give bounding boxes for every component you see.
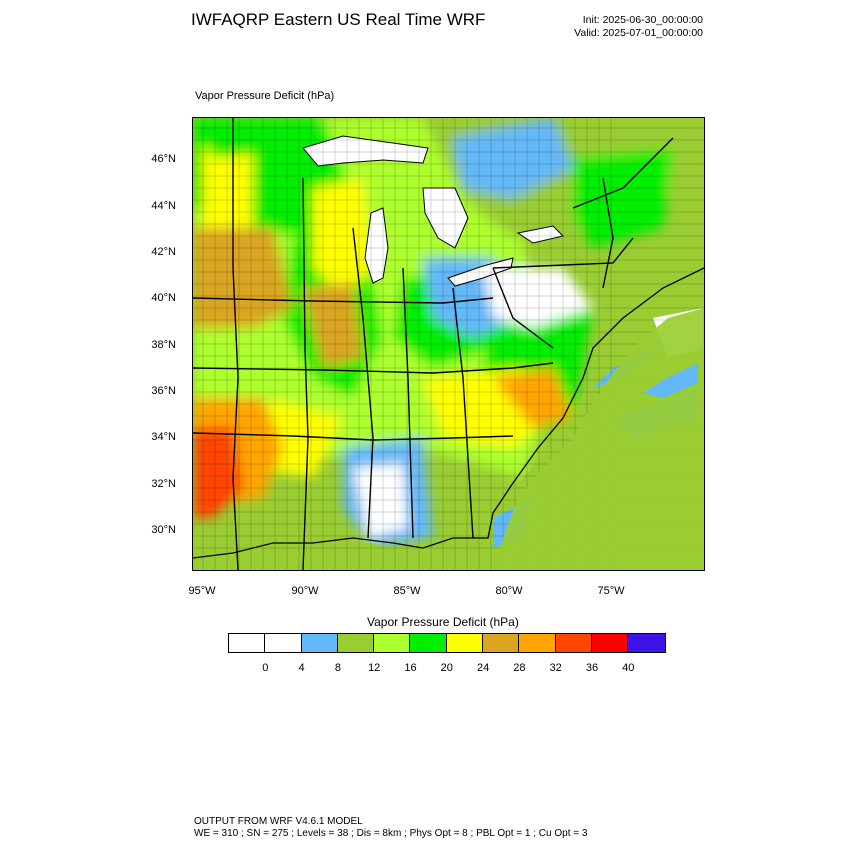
state-boundaries — [193, 118, 674, 570]
colorbar-swatch — [591, 634, 629, 652]
coastline — [193, 267, 704, 559]
colorbar-tick-label: 16 — [404, 662, 417, 674]
lon-label: 95°W — [188, 585, 216, 597]
ocean-overlay — [498, 308, 704, 570]
init-time: Init: 2025-06-30_00:00:00 — [582, 14, 703, 26]
colorbar-swatch — [337, 634, 375, 652]
colorbar-swatch — [446, 634, 484, 652]
valid-time: Valid: 2025-07-01_00:00:00 — [574, 27, 703, 39]
colorbar-tick-label: 32 — [549, 662, 562, 674]
plot-title: Vapor Pressure Deficit (hPa) — [195, 90, 335, 102]
colorbar-tick-label: 12 — [368, 662, 381, 674]
colorbar-tick-label: 24 — [476, 662, 490, 674]
colorbar-swatch — [229, 634, 266, 652]
lat-label: 46°N — [151, 153, 176, 165]
lon-label: 75°W — [597, 585, 625, 597]
ocean-blue-streak — [643, 363, 698, 398]
model-info: OUTPUT FROM WRF V4.6.1 MODEL WE = 310 ; … — [194, 816, 587, 840]
lat-label: 32°N — [151, 478, 176, 490]
page-title: IWFAQRP Eastern US Real Time WRF — [191, 10, 486, 29]
colorbar-swatch — [265, 634, 302, 652]
colorbar-swatch — [410, 634, 447, 652]
lat-label: 44°N — [151, 200, 176, 212]
colorbar-tick-label: 20 — [440, 662, 453, 674]
vpd-map — [192, 117, 705, 571]
colorbar-swatch — [374, 634, 411, 652]
map-svg — [193, 118, 704, 570]
lon-label: 85°W — [393, 585, 421, 597]
colorbar-swatch — [628, 634, 665, 652]
lake-superior — [302, 135, 429, 167]
colorbar-swatch — [483, 634, 520, 652]
colorbar-tick-label: 0 — [262, 662, 269, 674]
lon-label: 90°W — [291, 585, 319, 597]
colorbar-tick-label: 4 — [298, 662, 305, 674]
lat-label: 42°N — [151, 246, 176, 258]
run-times: Init: 2025-06-30_00:00:00 Valid: 2025-07… — [574, 14, 703, 40]
lat-label: 40°N — [151, 292, 176, 304]
colorbar — [228, 633, 666, 653]
colorbar-swatch — [555, 634, 592, 652]
county-grid — [193, 118, 704, 570]
colorbar-title: Vapor Pressure Deficit (hPa) — [367, 615, 519, 629]
colorbar-tick-label: 8 — [334, 662, 341, 674]
lat-label: 36°N — [151, 385, 176, 397]
lat-label: 38°N — [151, 339, 176, 351]
lon-label: 80°W — [495, 585, 523, 597]
colorbar-swatch — [519, 634, 556, 652]
gulf-of-mexico — [193, 538, 493, 570]
model-version: OUTPUT FROM WRF V4.6.1 MODEL — [194, 816, 363, 827]
lat-label: 34°N — [151, 431, 176, 443]
colorbar-tick-label: 40 — [622, 662, 635, 674]
colorbar-tick-label: 36 — [585, 662, 599, 674]
lat-label: 30°N — [151, 524, 176, 536]
model-config: WE = 310 ; SN = 275 ; Levels = 38 ; Dis … — [194, 828, 588, 839]
colorbar-tick-label: 28 — [513, 662, 526, 674]
colorbar-swatch — [301, 634, 338, 652]
